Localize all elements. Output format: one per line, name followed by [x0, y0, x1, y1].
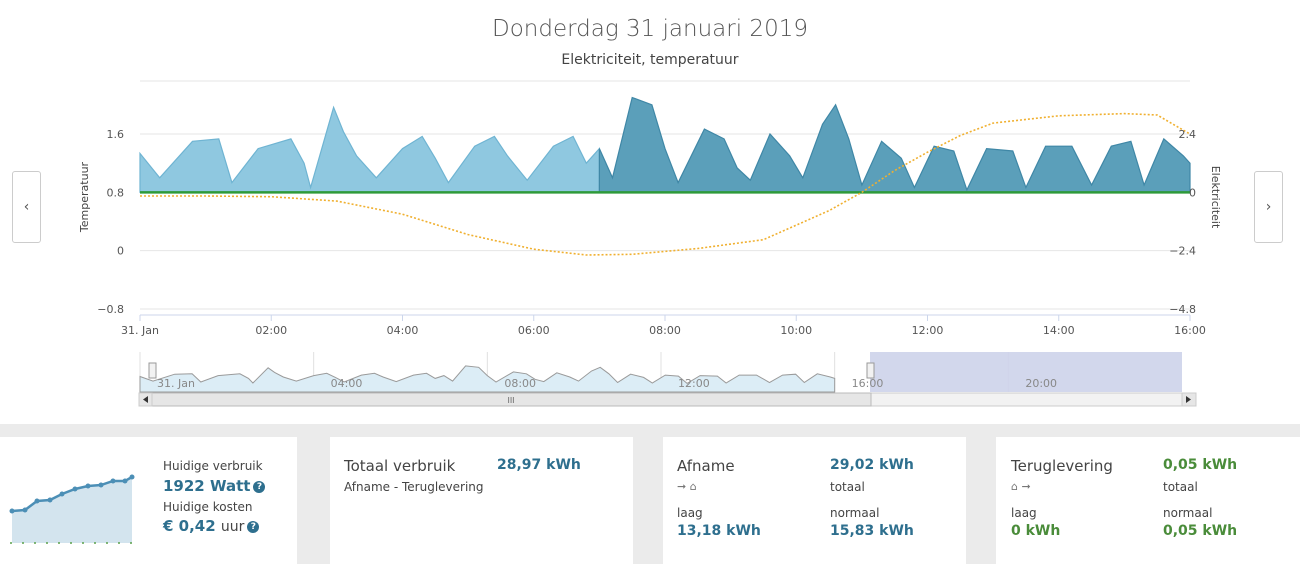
current-cost-number: € 0,42 [163, 517, 216, 535]
teruglevering-normal-value: 0,05 kWh [1163, 523, 1238, 539]
scroll-left-arrow-icon [143, 396, 148, 403]
help-icon[interactable]: ? [247, 520, 260, 533]
current-cost-unit: uur [220, 519, 245, 535]
y-left-axis-label: Temperatuur [78, 161, 91, 233]
sparkline-dot [22, 507, 28, 513]
current-usage-number: 1922 Watt [163, 477, 251, 495]
scroll-right-arrow-icon [1186, 396, 1191, 403]
teruglevering-low-label: laag [1011, 506, 1037, 520]
y-left-tick-label: 0 [117, 245, 124, 258]
teruglevering-label: Teruglevering [1011, 457, 1113, 475]
afname-low-label: laag [677, 506, 703, 520]
x-tick-label: 02:00 [255, 324, 287, 337]
previous-day-button[interactable]: ‹ [12, 171, 41, 243]
afname-low-value: 13,18 kWh [677, 523, 761, 539]
help-icon[interactable]: ? [253, 480, 266, 493]
y-right-tick-label: 0 [1189, 186, 1196, 199]
afname-card: Afname ➞ ⌂ 29,02 kWh totaal laag 13,18 k… [663, 437, 966, 564]
chart-title: Donderdag 31 januari 2019 [492, 16, 808, 42]
y-left-tick-label: 1.6 [107, 128, 125, 141]
navigator-label: 12:00 [678, 377, 710, 390]
current-usage-card: Huidige verbruik 1922 Watt? Huidige kost… [0, 437, 297, 564]
sparkline-dot [59, 491, 65, 497]
navigator-unselected-range [870, 352, 1182, 392]
chart-area: Donderdag 31 januari 2019 Elektriciteit,… [0, 0, 1300, 424]
afname-normal-label: normaal [830, 506, 880, 520]
main-chart[interactable]: 1.6 0.8 0 −0.8 2.4 0 −2.4 −4.8 31. Jan 02:00 04:… [0, 0, 1300, 424]
total-usage-value: 28,97 kWh [497, 457, 581, 473]
current-cost-value: € 0,42 uur? [163, 517, 260, 535]
x-tick-label: 12:00 [912, 324, 944, 337]
electricity-area-dark [598, 96, 1191, 193]
chart-subtitle: Elektriciteit, temperatuur [561, 52, 739, 68]
y-left-ticks: 1.6 0.8 0 −0.8 [97, 128, 124, 316]
x-tick-label: 04:00 [387, 324, 419, 337]
x-tick-label: 10:00 [780, 324, 812, 337]
navigator-handle-left[interactable] [148, 362, 157, 379]
sparkline-area [12, 477, 132, 543]
navigator-label: 20:00 [1025, 377, 1057, 390]
navigator-handle-right[interactable] [866, 362, 875, 379]
navigator-label: 08:00 [504, 377, 536, 390]
y-right-ticks: 2.4 0 −2.4 −4.8 [1169, 128, 1196, 316]
afname-normal-value: 15,83 kWh [830, 523, 914, 539]
navigator-label: 31. Jan [157, 377, 195, 390]
temperature-line [140, 112, 1191, 256]
chevron-right-icon: › [1265, 199, 1272, 215]
total-usage-sub: Afname - Teruglevering [344, 480, 484, 494]
x-tick-label: 16:00 [1174, 324, 1206, 337]
home-to-grid-icon: ⌂ ➞ [1011, 480, 1031, 493]
current-usage-value: 1922 Watt? [163, 477, 266, 495]
sparkline-dot [34, 498, 40, 504]
x-tick-label: 31. Jan [121, 324, 159, 337]
afname-label: Afname [677, 457, 735, 475]
y-right-tick-label: 2.4 [1179, 128, 1197, 141]
navigator-label: 04:00 [331, 377, 363, 390]
sparkline-dot [72, 486, 78, 492]
teruglevering-normal-label: normaal [1163, 506, 1213, 520]
chevron-left-icon: ‹ [23, 199, 30, 215]
sparkline-dot [98, 482, 104, 488]
chart-navigator[interactable]: 31. Jan 04:00 08:00 12:00 16:00 20:00 [139, 352, 1182, 393]
scrollbar[interactable]: III [138, 392, 1197, 407]
sparkline-dot [110, 478, 116, 484]
navigator-label: 16:00 [852, 377, 884, 390]
electricity-area-series [139, 96, 1191, 193]
current-usage-label: Huidige verbruik [163, 459, 263, 473]
scrollbar-grip: III [507, 396, 514, 405]
teruglevering-total-label: totaal [1163, 480, 1198, 494]
sparkline-dots [9, 474, 135, 514]
next-day-button[interactable]: › [1254, 171, 1283, 243]
teruglevering-total-value: 0,05 kWh [1163, 457, 1238, 473]
current-cost-label: Huidige kosten [163, 500, 253, 514]
y-left-tick-label: −0.8 [97, 303, 124, 316]
total-usage-card: Totaal verbruik 28,97 kWh Afname - Terug… [330, 437, 633, 564]
grid-to-home-icon: ➞ ⌂ [677, 480, 697, 493]
y-left-tick-label: 0.8 [107, 186, 125, 199]
sparkline-dot [47, 497, 53, 503]
current-usage-sparkline [9, 474, 135, 544]
sparkline-dot [122, 478, 128, 484]
navigator-area [139, 365, 836, 393]
x-tick-label: 08:00 [649, 324, 681, 337]
teruglevering-low-value: 0 kWh [1011, 523, 1061, 539]
afname-total-label: totaal [830, 480, 865, 494]
teruglevering-card: Teruglevering ⌂ ➞ 0,05 kWh totaal laag 0… [996, 437, 1300, 564]
sparkline-dot [85, 483, 91, 489]
afname-total-value: 29,02 kWh [830, 457, 914, 473]
temperature-line-series [140, 112, 1191, 256]
total-usage-label: Totaal verbruik [344, 457, 456, 475]
y-right-axis-label: Elektriciteit [1209, 166, 1222, 229]
summary-panel: Huidige verbruik 1922 Watt? Huidige kost… [0, 424, 1300, 564]
sparkline-dot [9, 508, 15, 514]
electricity-area-light [139, 105, 601, 193]
navigator-labels: 31. Jan 04:00 08:00 12:00 16:00 20:00 [157, 377, 1057, 390]
x-tick-label: 14:00 [1043, 324, 1075, 337]
x-ticks: 31. Jan 02:00 04:00 06:00 08:00 10:00 12:00 14:… [121, 315, 1206, 337]
sparkline-dot [129, 474, 135, 480]
y-right-tick-label: −4.8 [1169, 303, 1196, 316]
x-tick-label: 06:00 [518, 324, 550, 337]
y-right-tick-label: −2.4 [1169, 245, 1196, 258]
